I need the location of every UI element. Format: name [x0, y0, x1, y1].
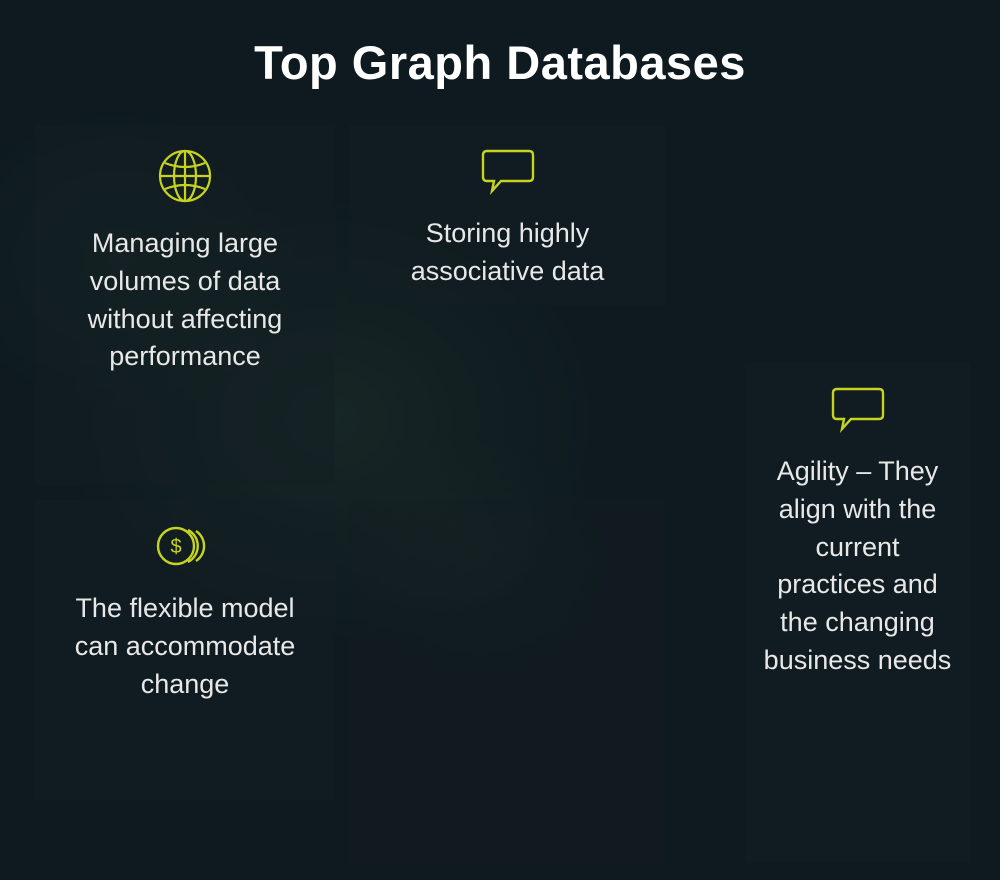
infographic-container: Top Graph Databases Managing large volum… [0, 0, 1000, 880]
card-text: The flexible model can accommodate chang… [35, 590, 335, 723]
info-card-flexible: $ The flexible model can accommodate cha… [35, 500, 335, 800]
page-title: Top Graph Databases [0, 35, 1000, 90]
info-card-performance: Managing large volumes of data without a… [35, 125, 335, 485]
info-card-empty [350, 500, 665, 865]
info-card-associative: Storing highly associative data [350, 125, 665, 305]
coins-icon: $ [154, 522, 216, 570]
card-text: Agility – They align with the current pr… [745, 453, 970, 700]
info-card-agility: Agility – They align with the current pr… [745, 363, 970, 863]
speech-bubble-icon [829, 385, 887, 433]
card-text: Storing highly associative data [350, 215, 665, 311]
svg-text:$: $ [170, 536, 181, 558]
speech-bubble-icon [479, 147, 537, 195]
globe-icon [156, 147, 214, 205]
card-text: Managing large volumes of data without a… [35, 225, 335, 396]
